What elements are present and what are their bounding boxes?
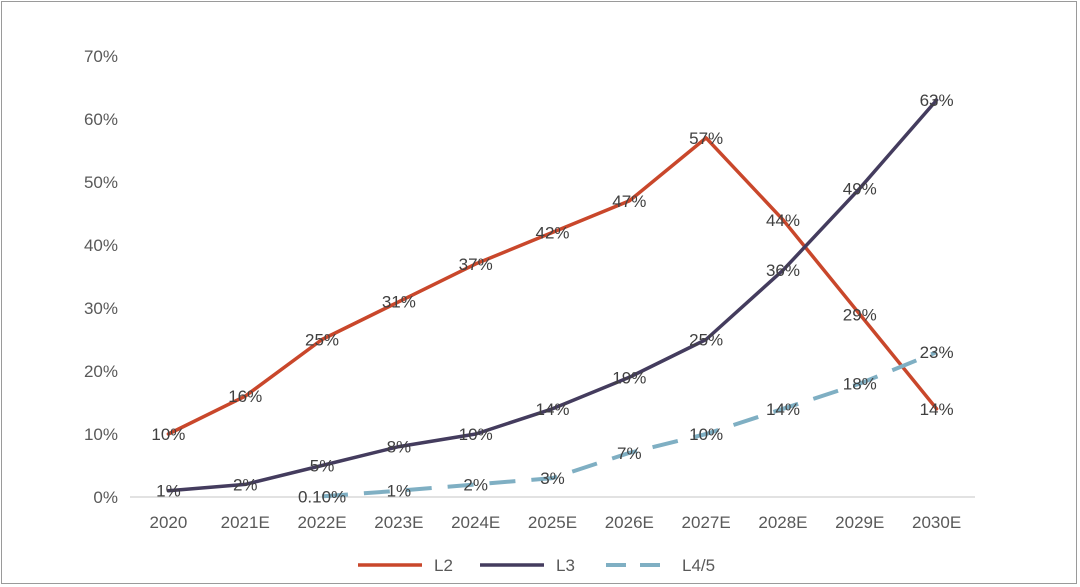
data-label: 14% — [920, 400, 954, 419]
data-label: 37% — [459, 255, 493, 274]
data-label: 29% — [843, 305, 877, 324]
x-tick-label: 2025E — [528, 513, 577, 532]
x-tick-label: 2026E — [605, 513, 654, 532]
x-tick-label: 2027E — [682, 513, 731, 532]
y-tick-label: 10% — [84, 425, 118, 444]
legend-label: L3 — [556, 556, 575, 575]
y-tick-label: 50% — [84, 173, 118, 192]
data-label: 2% — [463, 475, 488, 494]
x-tick-label: 2020 — [149, 513, 187, 532]
legend-label: L2 — [434, 556, 453, 575]
y-tick-label: 30% — [84, 299, 118, 318]
x-tick-label: 2024E — [451, 513, 500, 532]
data-label: 14% — [766, 400, 800, 419]
data-labels: 10% 16% 25% 31% 37% 42% 47% 57% 44% 29% 14% 1% 2% 5% 8… — [151, 91, 953, 506]
data-label: 5% — [310, 457, 335, 476]
data-label: 10% — [689, 425, 723, 444]
x-tick-label: 2030E — [912, 513, 961, 532]
data-label: 49% — [843, 179, 877, 198]
data-label: 23% — [920, 343, 954, 362]
data-label: 25% — [305, 331, 339, 350]
data-label: 3% — [540, 469, 565, 488]
data-label: 0.10% — [298, 487, 346, 506]
y-tick-label: 20% — [84, 362, 118, 381]
data-label: 42% — [535, 223, 569, 242]
x-tick-label: 2022E — [297, 513, 346, 532]
data-label: 25% — [689, 331, 723, 350]
axes: 0% 10% 20% 30% 40% 50% 60% 70% 2020 2021E 2022E 202… — [84, 47, 975, 532]
data-label: 19% — [612, 368, 646, 387]
x-tick-label: 2028E — [758, 513, 807, 532]
data-label: 10% — [459, 425, 493, 444]
data-label: 57% — [689, 129, 723, 148]
data-label: 8% — [387, 438, 412, 457]
y-tick-label: 60% — [84, 110, 118, 129]
series-line-l2 — [166, 136, 939, 436]
x-tick-label: 2023E — [374, 513, 423, 532]
x-tick-label: 2029E — [835, 513, 884, 532]
data-label: 16% — [228, 387, 262, 406]
y-tick-label: 70% — [84, 47, 118, 66]
y-tick-label: 0% — [93, 488, 118, 507]
data-label: 10% — [151, 425, 185, 444]
data-label: 2% — [233, 475, 258, 494]
data-label: 44% — [766, 211, 800, 230]
data-label: 63% — [920, 91, 954, 110]
data-label: 1% — [387, 482, 412, 501]
data-label: 31% — [382, 293, 416, 312]
series-line-l3 — [166, 98, 939, 493]
data-label: 47% — [612, 192, 646, 211]
legend: L2 L3 L4/5 — [358, 556, 715, 575]
data-label: 36% — [766, 261, 800, 280]
data-label: 14% — [535, 400, 569, 419]
series-lines — [166, 98, 939, 499]
x-tick-label: 2021E — [221, 513, 270, 532]
legend-label: L4/5 — [682, 556, 715, 575]
data-label: 1% — [156, 482, 181, 501]
data-label: 18% — [843, 375, 877, 394]
data-label: 7% — [617, 444, 642, 463]
y-tick-label: 40% — [84, 236, 118, 255]
